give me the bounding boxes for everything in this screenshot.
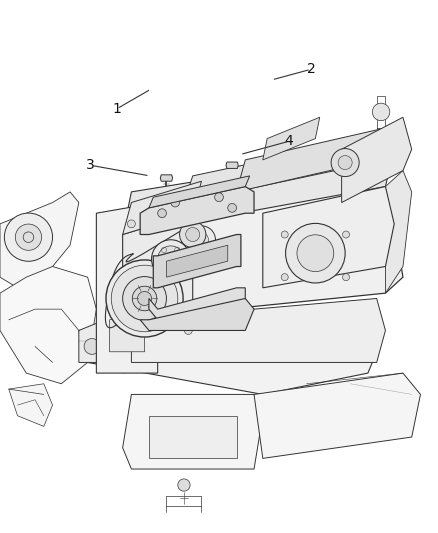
Polygon shape <box>263 117 320 160</box>
Circle shape <box>158 209 166 217</box>
Circle shape <box>331 149 359 176</box>
Polygon shape <box>79 320 105 362</box>
Text: 2: 2 <box>307 62 315 76</box>
Polygon shape <box>149 176 250 208</box>
Polygon shape <box>160 175 173 181</box>
Text: 3: 3 <box>86 158 95 172</box>
Circle shape <box>132 286 157 311</box>
Circle shape <box>297 235 334 272</box>
Circle shape <box>180 221 206 248</box>
Circle shape <box>343 231 350 238</box>
Polygon shape <box>0 266 96 384</box>
Polygon shape <box>96 203 158 373</box>
Polygon shape <box>153 235 241 288</box>
Polygon shape <box>123 171 403 320</box>
Circle shape <box>215 193 223 201</box>
Polygon shape <box>110 314 145 352</box>
Text: 4: 4 <box>285 134 293 148</box>
Circle shape <box>123 277 166 320</box>
Polygon shape <box>149 288 245 320</box>
Circle shape <box>106 260 183 337</box>
Circle shape <box>158 246 184 272</box>
Circle shape <box>186 228 200 241</box>
Circle shape <box>286 223 345 283</box>
Polygon shape <box>9 384 53 426</box>
Polygon shape <box>237 128 385 192</box>
Text: 1: 1 <box>113 102 121 116</box>
Circle shape <box>138 292 152 305</box>
Circle shape <box>343 273 350 281</box>
Circle shape <box>15 224 42 251</box>
Polygon shape <box>184 133 394 203</box>
Polygon shape <box>140 298 254 330</box>
Polygon shape <box>263 187 394 288</box>
Circle shape <box>165 253 177 265</box>
Circle shape <box>84 338 100 354</box>
Polygon shape <box>140 187 254 235</box>
Circle shape <box>127 220 135 228</box>
Circle shape <box>152 240 190 278</box>
Polygon shape <box>123 394 263 469</box>
Polygon shape <box>131 298 385 362</box>
Polygon shape <box>149 416 237 458</box>
Circle shape <box>187 226 215 254</box>
Circle shape <box>178 479 190 491</box>
Circle shape <box>338 156 352 169</box>
Polygon shape <box>226 162 238 168</box>
Circle shape <box>111 265 178 332</box>
Polygon shape <box>123 213 193 330</box>
Circle shape <box>372 103 390 120</box>
Circle shape <box>184 327 192 334</box>
Polygon shape <box>123 181 201 235</box>
Circle shape <box>4 213 53 261</box>
Circle shape <box>281 231 288 238</box>
Circle shape <box>136 289 144 297</box>
Polygon shape <box>385 171 412 293</box>
Circle shape <box>281 273 288 281</box>
Polygon shape <box>254 373 420 458</box>
Polygon shape <box>79 330 377 394</box>
Polygon shape <box>166 245 228 277</box>
Circle shape <box>171 198 180 207</box>
Polygon shape <box>0 192 79 288</box>
Polygon shape <box>342 117 412 203</box>
Polygon shape <box>123 149 394 235</box>
Circle shape <box>228 204 237 212</box>
Circle shape <box>194 233 208 247</box>
